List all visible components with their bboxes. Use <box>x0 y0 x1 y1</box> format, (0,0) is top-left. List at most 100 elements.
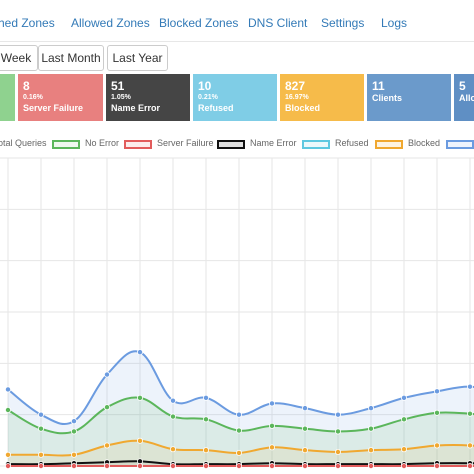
point-total-queries <box>169 397 176 404</box>
legend-label-no-error[interactable]: No Error <box>85 138 120 148</box>
stat-tile-no-error <box>0 74 15 121</box>
stat-value: 8 <box>23 79 30 93</box>
point-blocked <box>334 448 341 455</box>
legend-label-blocked[interactable]: Blocked <box>408 138 441 148</box>
point-no-error <box>235 427 242 434</box>
point-blocked <box>71 451 78 458</box>
stat-tile-blocked: 827 16.97% Blocked <box>280 74 364 121</box>
point-total-queries <box>136 349 143 356</box>
stat-percent: 16.97% <box>285 94 309 101</box>
chart-legend: otal Queries No Error Server Failure Nam… <box>0 137 474 151</box>
legend-swatch-name-error[interactable] <box>217 140 245 149</box>
period-last-year-button[interactable]: Last Year <box>107 45 168 71</box>
point-blocked <box>169 446 176 453</box>
point-total-queries <box>38 411 45 418</box>
point-blocked <box>268 444 275 451</box>
point-total-queries <box>367 405 374 412</box>
point-blocked <box>367 447 374 454</box>
point-total-queries <box>268 400 275 407</box>
point-total-queries <box>400 394 407 401</box>
legend-swatch-blocked[interactable] <box>375 140 403 149</box>
stat-label: Blocked <box>285 103 321 113</box>
point-blocked <box>5 451 11 458</box>
point-total-queries <box>104 371 111 378</box>
point-no-error <box>136 394 143 401</box>
area-total-queries <box>8 351 474 466</box>
stat-label: Allo <box>459 93 474 103</box>
point-server-failure <box>235 462 242 469</box>
legend-label-total-queries[interactable]: otal Queries <box>0 138 47 148</box>
stat-tile-name-error: 51 1.05% Name Error <box>106 74 190 121</box>
stat-tile-allowed: 5 Allo <box>454 74 474 121</box>
legend-label-server-failure[interactable]: Server Failure <box>157 138 214 148</box>
point-total-queries <box>466 383 473 390</box>
legend-swatch-total-queries[interactable] <box>446 140 474 149</box>
point-server-failure <box>367 462 374 469</box>
point-total-queries <box>5 386 11 393</box>
stat-tile-server-failure: 8 0.16% Server Failure <box>18 74 103 121</box>
point-total-queries <box>301 405 308 412</box>
point-blocked <box>301 447 308 454</box>
point-no-error <box>38 425 45 432</box>
point-blocked <box>235 449 242 456</box>
point-server-failure <box>136 462 143 469</box>
point-no-error <box>367 425 374 432</box>
legend-label-name-error[interactable]: Name Error <box>250 138 297 148</box>
point-server-failure <box>202 462 209 469</box>
nav-allowed-zones[interactable]: Allowed Zones <box>71 16 150 30</box>
point-no-error <box>433 409 440 416</box>
period-last-month-button[interactable]: Last Month <box>38 45 104 71</box>
top-navigation: hed Zones Allowed Zones Blocked Zones DN… <box>0 0 474 42</box>
stat-label: Name Error <box>111 103 161 113</box>
point-no-error <box>334 428 341 435</box>
point-blocked <box>400 446 407 453</box>
point-server-failure <box>301 462 308 469</box>
period-week-button[interactable]: Week <box>0 45 38 71</box>
stat-percent: 0.21% <box>198 94 218 101</box>
point-server-failure <box>169 462 176 469</box>
legend-label-refused[interactable]: Refused <box>335 138 369 148</box>
stat-label: Server Failure <box>23 103 84 113</box>
point-no-error <box>5 406 11 413</box>
point-total-queries <box>433 388 440 395</box>
point-blocked <box>433 442 440 449</box>
point-server-failure <box>400 462 407 469</box>
point-no-error <box>71 428 78 435</box>
legend-swatch-server-failure[interactable] <box>124 140 152 149</box>
stat-value: 10 <box>198 79 212 93</box>
point-server-failure <box>268 462 275 469</box>
stat-percent: 0.16% <box>23 94 43 101</box>
point-server-failure <box>104 462 111 469</box>
stat-percent: 1.05% <box>111 94 131 101</box>
point-blocked <box>104 442 111 449</box>
nav-dns-client[interactable]: DNS Client <box>248 16 308 30</box>
point-total-queries <box>334 411 341 418</box>
point-no-error <box>202 416 209 423</box>
stat-label: Refused <box>198 103 234 113</box>
legend-swatch-refused[interactable] <box>302 140 330 149</box>
nav-cached-zones[interactable]: hed Zones <box>0 16 55 30</box>
point-server-failure <box>433 462 440 469</box>
point-no-error <box>301 425 308 432</box>
point-blocked <box>136 437 143 444</box>
point-blocked <box>202 447 209 454</box>
point-server-failure <box>38 462 45 469</box>
stat-tile-clients: 11 Clients <box>367 74 451 121</box>
point-server-failure <box>466 462 473 469</box>
point-blocked <box>466 442 473 449</box>
stat-label: Clients <box>372 93 403 103</box>
point-no-error <box>104 404 111 411</box>
stat-value: 827 <box>285 79 306 93</box>
point-server-failure <box>71 462 78 469</box>
stat-value: 5 <box>459 79 466 93</box>
nav-blocked-zones[interactable]: Blocked Zones <box>159 16 239 30</box>
stat-tile-refused: 10 0.21% Refused <box>193 74 277 121</box>
legend-swatch-no-error[interactable] <box>52 140 80 149</box>
nav-logs[interactable]: Logs <box>381 16 408 30</box>
nav-settings[interactable]: Settings <box>321 16 365 30</box>
stat-value: 51 <box>111 79 125 93</box>
point-no-error <box>268 422 275 429</box>
point-total-queries <box>202 394 209 401</box>
stat-value: 11 <box>372 79 385 93</box>
